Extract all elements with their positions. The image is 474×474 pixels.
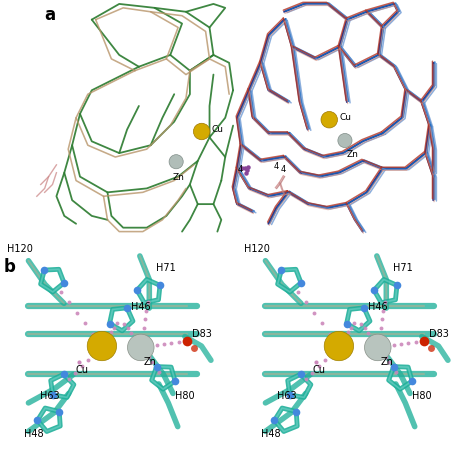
Text: H48: H48 (24, 429, 43, 439)
Text: Zn: Zn (347, 150, 359, 159)
Text: H63: H63 (277, 391, 297, 401)
Text: 4: 4 (237, 165, 243, 174)
Text: Zn: Zn (172, 173, 184, 182)
Circle shape (128, 334, 154, 361)
Text: Cu: Cu (339, 113, 351, 122)
Text: Zn: Zn (143, 357, 156, 367)
Text: 4: 4 (273, 162, 279, 171)
Text: H120: H120 (244, 244, 270, 254)
Text: b: b (4, 258, 16, 276)
Text: H71: H71 (393, 263, 413, 273)
Circle shape (365, 334, 391, 361)
Text: H63: H63 (40, 391, 60, 401)
Text: H120: H120 (7, 244, 33, 254)
Text: a: a (45, 6, 56, 24)
Circle shape (338, 134, 352, 147)
Text: H80: H80 (412, 391, 432, 401)
Circle shape (324, 331, 354, 361)
Text: H80: H80 (175, 391, 195, 401)
Text: Zn: Zn (380, 357, 393, 367)
Circle shape (169, 155, 183, 169)
Text: Cu: Cu (76, 365, 89, 375)
Text: Cu: Cu (211, 125, 223, 134)
Circle shape (193, 123, 210, 140)
Circle shape (321, 111, 337, 128)
Text: H46: H46 (131, 302, 151, 312)
Text: D83: D83 (192, 329, 212, 339)
Text: H71: H71 (156, 263, 176, 273)
Text: Cu: Cu (313, 365, 326, 375)
Text: H46: H46 (368, 302, 388, 312)
Text: H48: H48 (261, 429, 280, 439)
Text: 4: 4 (280, 164, 285, 173)
Text: D83: D83 (429, 329, 449, 339)
Circle shape (87, 331, 117, 361)
